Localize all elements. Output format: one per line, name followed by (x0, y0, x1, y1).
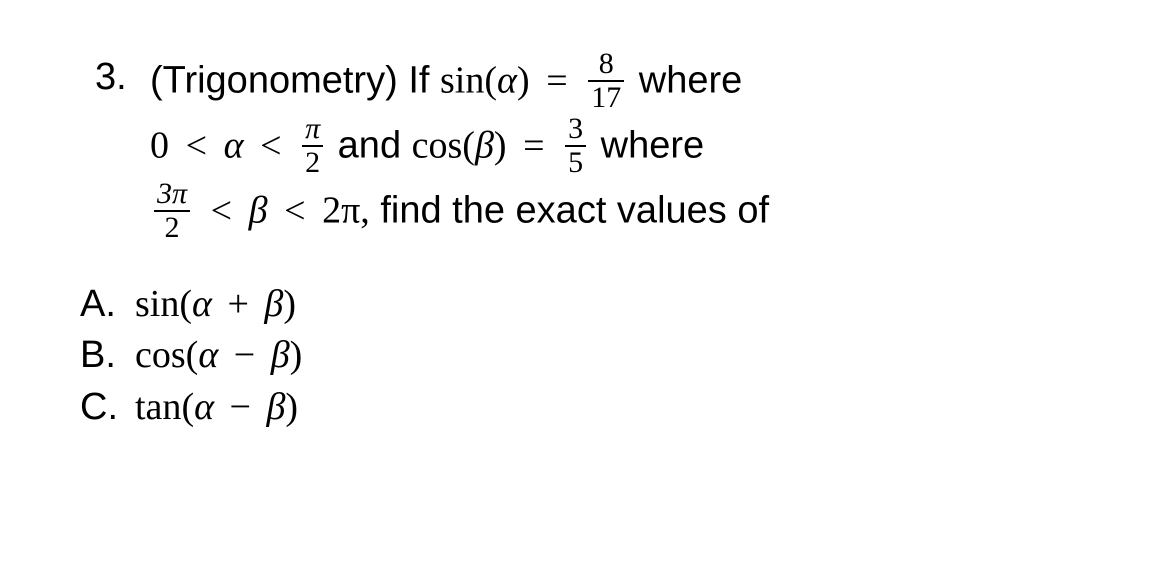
if-word: If (408, 60, 429, 102)
close: ) (290, 334, 303, 376)
frac-den: 5 (565, 145, 586, 179)
minus: − (228, 334, 261, 376)
parts-list: A. sin(α + β) B. cos(α − β) C. tan(α − β… (80, 279, 1090, 433)
part-c: C. tan(α − β) (80, 382, 1090, 433)
problem-3: 3. (Trigonometry) If sin(α) = 8 17 where… (95, 50, 1090, 245)
cos-fn: cos (412, 125, 463, 167)
beta: β (266, 386, 285, 428)
beta: β (264, 283, 283, 325)
part-label: C. (80, 382, 135, 433)
frac-pi-2: π 2 (302, 113, 323, 178)
problem-body: (Trigonometry) If sin(α) = 8 17 where 0 … (150, 50, 1090, 245)
frac-den: 17 (588, 80, 624, 114)
part-label: B. (80, 330, 135, 381)
open: ( (186, 334, 199, 376)
alpha: α (198, 334, 218, 376)
sin-fn: sin (440, 60, 484, 102)
close-paren-2: ) (494, 125, 507, 167)
open-paren-2: ( (462, 125, 475, 167)
frac-num: 3π (154, 178, 190, 210)
topic-label: (Trigonometry) (150, 60, 398, 102)
part-label: A. (80, 279, 135, 330)
tail-text: find the exact values of (380, 190, 769, 232)
fn: cos (135, 334, 186, 376)
where-1: where (639, 60, 743, 102)
frac-den: 2 (154, 210, 190, 244)
problem-number: 3. (95, 50, 150, 105)
where-2: where (601, 125, 705, 167)
frac-num: 8 (588, 48, 624, 80)
fn: tan (135, 386, 181, 428)
open: ( (179, 283, 192, 325)
and-word: and (338, 125, 401, 167)
fn: sin (135, 283, 179, 325)
frac-den: 2 (302, 145, 323, 179)
alpha: α (194, 386, 214, 428)
frac-8-17: 8 17 (588, 48, 624, 113)
two-pi: 2π (322, 190, 360, 232)
close: ) (283, 283, 296, 325)
lt-1: < (180, 125, 213, 167)
frac-num: 3 (565, 113, 586, 145)
close: ) (285, 386, 298, 428)
part-b-expr: cos(α − β) (135, 330, 302, 381)
lt-4: < (278, 190, 311, 232)
lt-3: < (205, 190, 238, 232)
part-a-expr: sin(α + β) (135, 279, 296, 330)
page: 3. (Trigonometry) If sin(α) = 8 17 where… (0, 0, 1170, 473)
frac-3-5: 3 5 (565, 113, 586, 178)
close-paren: ) (517, 60, 530, 102)
beta-var-2: β (249, 190, 268, 232)
alpha-var: α (497, 60, 517, 102)
minus: − (224, 386, 257, 428)
open-paren: ( (484, 60, 497, 102)
beta: β (271, 334, 290, 376)
open: ( (181, 386, 194, 428)
alpha-var-2: α (224, 125, 244, 167)
frac-3pi-2: 3π 2 (154, 178, 190, 243)
plus: + (221, 283, 254, 325)
equals: = (540, 60, 573, 102)
lt-2: < (254, 125, 287, 167)
beta-var: β (475, 125, 494, 167)
zero: 0 (150, 125, 169, 167)
equals-2: = (517, 125, 550, 167)
part-a: A. sin(α + β) (80, 279, 1090, 330)
part-b: B. cos(α − β) (80, 330, 1090, 381)
comma: , (360, 190, 370, 232)
part-c-expr: tan(α − β) (135, 382, 298, 433)
alpha: α (192, 283, 212, 325)
frac-num: π (302, 113, 323, 145)
